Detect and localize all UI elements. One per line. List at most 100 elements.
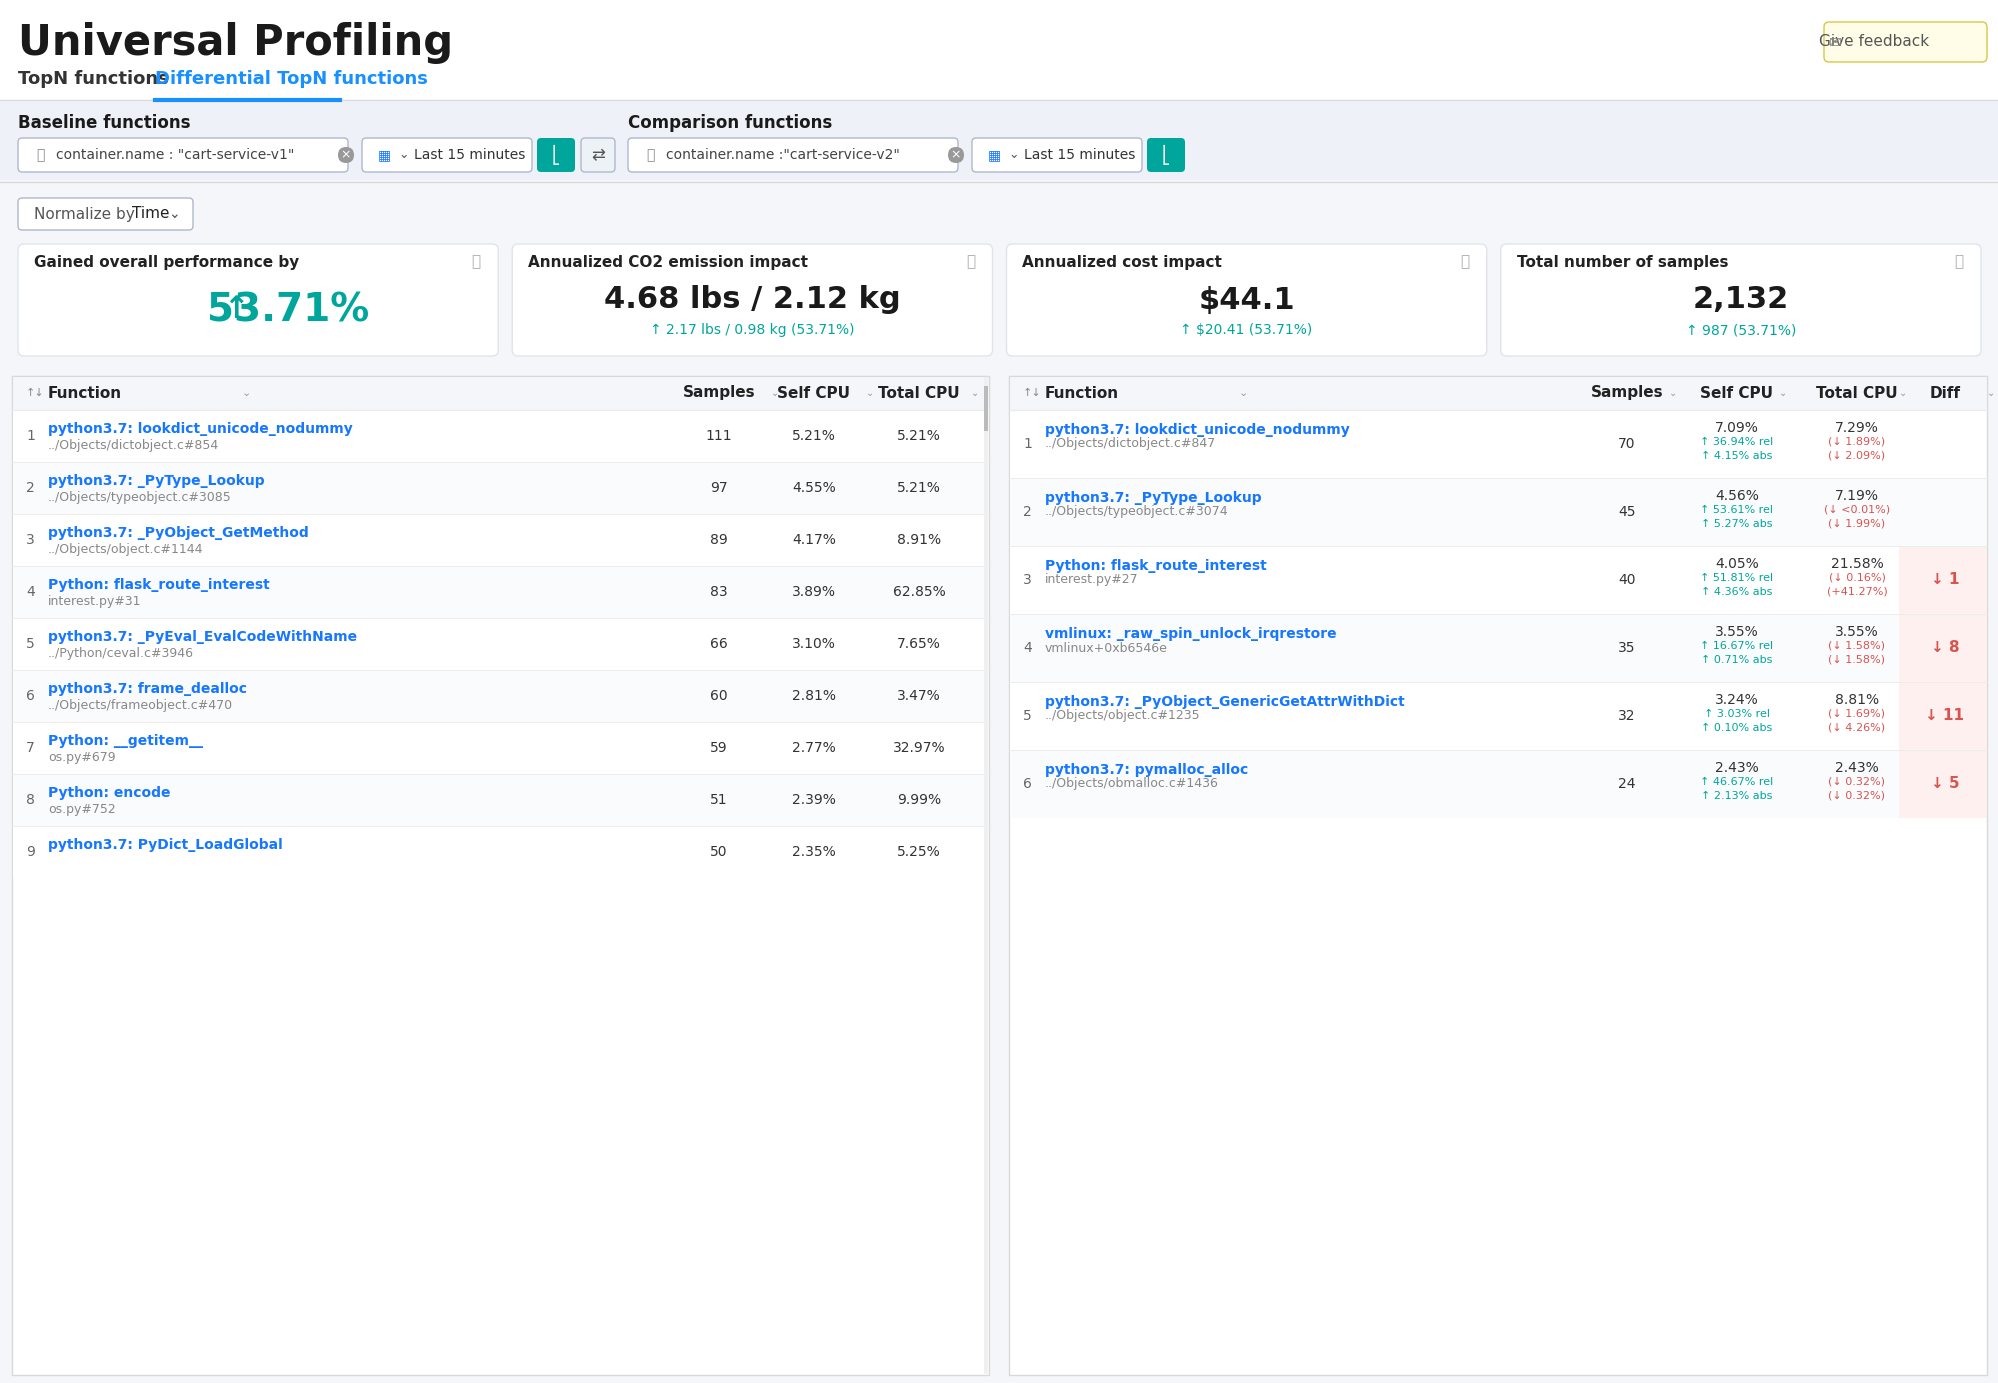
Text: vmlinux: _raw_spin_unlock_irqrestore: vmlinux: _raw_spin_unlock_irqrestore xyxy=(1045,626,1337,640)
Text: 83: 83 xyxy=(709,585,727,599)
Text: Diff: Diff xyxy=(1928,386,1960,401)
Text: ↓ 1: ↓ 1 xyxy=(1930,573,1958,588)
Text: ↑↓: ↑↓ xyxy=(1023,389,1041,398)
Text: ../Objects/object.c#1144: ../Objects/object.c#1144 xyxy=(48,542,204,556)
FancyBboxPatch shape xyxy=(1007,243,1487,355)
Text: 2.81%: 2.81% xyxy=(791,689,835,703)
Text: Samples: Samples xyxy=(683,386,755,401)
Text: os.py#752: os.py#752 xyxy=(48,802,116,816)
Text: ⎣: ⎣ xyxy=(1161,145,1169,165)
Bar xyxy=(14,566,987,618)
Text: (↓ 1.99%): (↓ 1.99%) xyxy=(1828,519,1884,530)
Bar xyxy=(1009,409,1984,479)
Text: ⌄: ⌄ xyxy=(1668,389,1676,398)
Text: ↑ 4.15% abs: ↑ 4.15% abs xyxy=(1700,451,1772,461)
Text: 3.47%: 3.47% xyxy=(897,689,941,703)
Text: Python: encode: Python: encode xyxy=(48,786,170,799)
Text: ⌄: ⌄ xyxy=(242,389,252,398)
Text: ⓘ: ⓘ xyxy=(472,254,482,270)
Text: 4.05%: 4.05% xyxy=(1714,557,1758,571)
Text: ▦: ▦ xyxy=(987,148,1001,162)
Text: Annualized CO2 emission impact: Annualized CO2 emission impact xyxy=(527,254,807,270)
Text: 40: 40 xyxy=(1618,573,1634,586)
Text: python3.7: _PyObject_GenericGetAttrWithDict: python3.7: _PyObject_GenericGetAttrWithD… xyxy=(1045,696,1405,709)
Text: ⌄: ⌄ xyxy=(398,148,408,162)
Text: ↓ 5: ↓ 5 xyxy=(1930,776,1958,791)
Text: 51: 51 xyxy=(709,792,727,808)
Text: 2.43%: 2.43% xyxy=(1834,761,1878,774)
FancyBboxPatch shape xyxy=(1822,22,1986,62)
Text: interest.py#27: interest.py#27 xyxy=(1045,574,1139,586)
Text: python3.7: frame_dealloc: python3.7: frame_dealloc xyxy=(48,682,248,696)
Text: 2: 2 xyxy=(26,481,34,495)
FancyBboxPatch shape xyxy=(362,138,531,171)
Text: (+41.27%): (+41.27%) xyxy=(1826,586,1886,597)
Text: Last 15 minutes: Last 15 minutes xyxy=(1023,148,1135,162)
FancyBboxPatch shape xyxy=(18,243,498,355)
Text: 111: 111 xyxy=(705,429,731,443)
Text: ↓ 11: ↓ 11 xyxy=(1924,708,1964,723)
Bar xyxy=(14,409,987,462)
Bar xyxy=(14,774,987,826)
Text: (↓ 4.26%): (↓ 4.26%) xyxy=(1828,723,1884,733)
Text: 7.65%: 7.65% xyxy=(897,638,941,651)
FancyBboxPatch shape xyxy=(627,138,957,171)
Text: ⌄: ⌄ xyxy=(1007,148,1019,162)
Text: os.py#679: os.py#679 xyxy=(48,751,116,763)
Text: 8.81%: 8.81% xyxy=(1834,693,1878,707)
FancyBboxPatch shape xyxy=(1147,138,1185,171)
Text: 4.56%: 4.56% xyxy=(1714,490,1758,503)
Text: ⌄: ⌄ xyxy=(1898,389,1906,398)
Text: 9.99%: 9.99% xyxy=(897,792,941,808)
FancyBboxPatch shape xyxy=(971,138,1141,171)
FancyBboxPatch shape xyxy=(338,147,354,163)
Text: Python: flask_route_interest: Python: flask_route_interest xyxy=(48,578,270,592)
Bar xyxy=(983,378,987,1373)
Text: (↓ 1.58%): (↓ 1.58%) xyxy=(1828,640,1884,651)
Text: 70: 70 xyxy=(1618,437,1634,451)
Text: ↑ 51.81% rel: ↑ 51.81% rel xyxy=(1700,573,1772,584)
Text: 7: 7 xyxy=(26,741,34,755)
Text: python3.7: lookdict_unicode_nodummy: python3.7: lookdict_unicode_nodummy xyxy=(48,422,352,436)
Text: ↑ 5.27% abs: ↑ 5.27% abs xyxy=(1700,519,1772,530)
Text: ⌄: ⌄ xyxy=(865,389,873,398)
FancyBboxPatch shape xyxy=(511,243,991,355)
Text: ../Objects/frameobject.c#470: ../Objects/frameobject.c#470 xyxy=(48,698,234,711)
FancyBboxPatch shape xyxy=(947,147,963,163)
Bar xyxy=(1009,479,1984,546)
Bar xyxy=(14,618,987,669)
Text: 53.71%: 53.71% xyxy=(208,290,370,329)
Text: ↑ 53.61% rel: ↑ 53.61% rel xyxy=(1700,505,1772,514)
Text: 5.25%: 5.25% xyxy=(897,845,941,859)
Bar xyxy=(1009,376,1986,409)
Text: 5: 5 xyxy=(26,638,34,651)
Text: ↑ 46.67% rel: ↑ 46.67% rel xyxy=(1700,777,1772,787)
Bar xyxy=(14,669,987,722)
Text: ↑ 3.03% rel: ↑ 3.03% rel xyxy=(1702,709,1768,719)
Text: 5.21%: 5.21% xyxy=(791,429,835,443)
Text: Function: Function xyxy=(1045,386,1119,401)
Text: 5.21%: 5.21% xyxy=(897,429,941,443)
Text: ../Objects/typeobject.c#3085: ../Objects/typeobject.c#3085 xyxy=(48,491,232,503)
Text: ../Python/ceval.c#3946: ../Python/ceval.c#3946 xyxy=(48,646,194,660)
Text: 3.10%: 3.10% xyxy=(791,638,835,651)
FancyBboxPatch shape xyxy=(18,198,194,230)
Text: 9: 9 xyxy=(26,845,34,859)
Text: python3.7: _PyType_Lookup: python3.7: _PyType_Lookup xyxy=(1045,491,1261,505)
Text: ↑↓: ↑↓ xyxy=(26,389,44,398)
Text: Python: __getitem__: Python: __getitem__ xyxy=(48,734,204,748)
Bar xyxy=(14,722,987,774)
Text: Give feedback: Give feedback xyxy=(1818,35,1928,50)
Text: 4.55%: 4.55% xyxy=(791,481,835,495)
Text: ↑ 36.94% rel: ↑ 36.94% rel xyxy=(1700,437,1772,447)
Text: python3.7: _PyType_Lookup: python3.7: _PyType_Lookup xyxy=(48,474,264,488)
Bar xyxy=(1009,614,1984,682)
Bar xyxy=(14,514,987,566)
Text: ../Objects/object.c#1235: ../Objects/object.c#1235 xyxy=(1045,709,1201,722)
Text: 89: 89 xyxy=(709,532,727,548)
Text: 45: 45 xyxy=(1618,505,1634,519)
Text: ↑ 987 (53.71%): ↑ 987 (53.71%) xyxy=(1684,324,1794,337)
Text: ×: × xyxy=(951,148,961,162)
Text: 7.19%: 7.19% xyxy=(1834,490,1878,503)
Text: python3.7: _PyObject_GetMethod: python3.7: _PyObject_GetMethod xyxy=(48,526,308,539)
